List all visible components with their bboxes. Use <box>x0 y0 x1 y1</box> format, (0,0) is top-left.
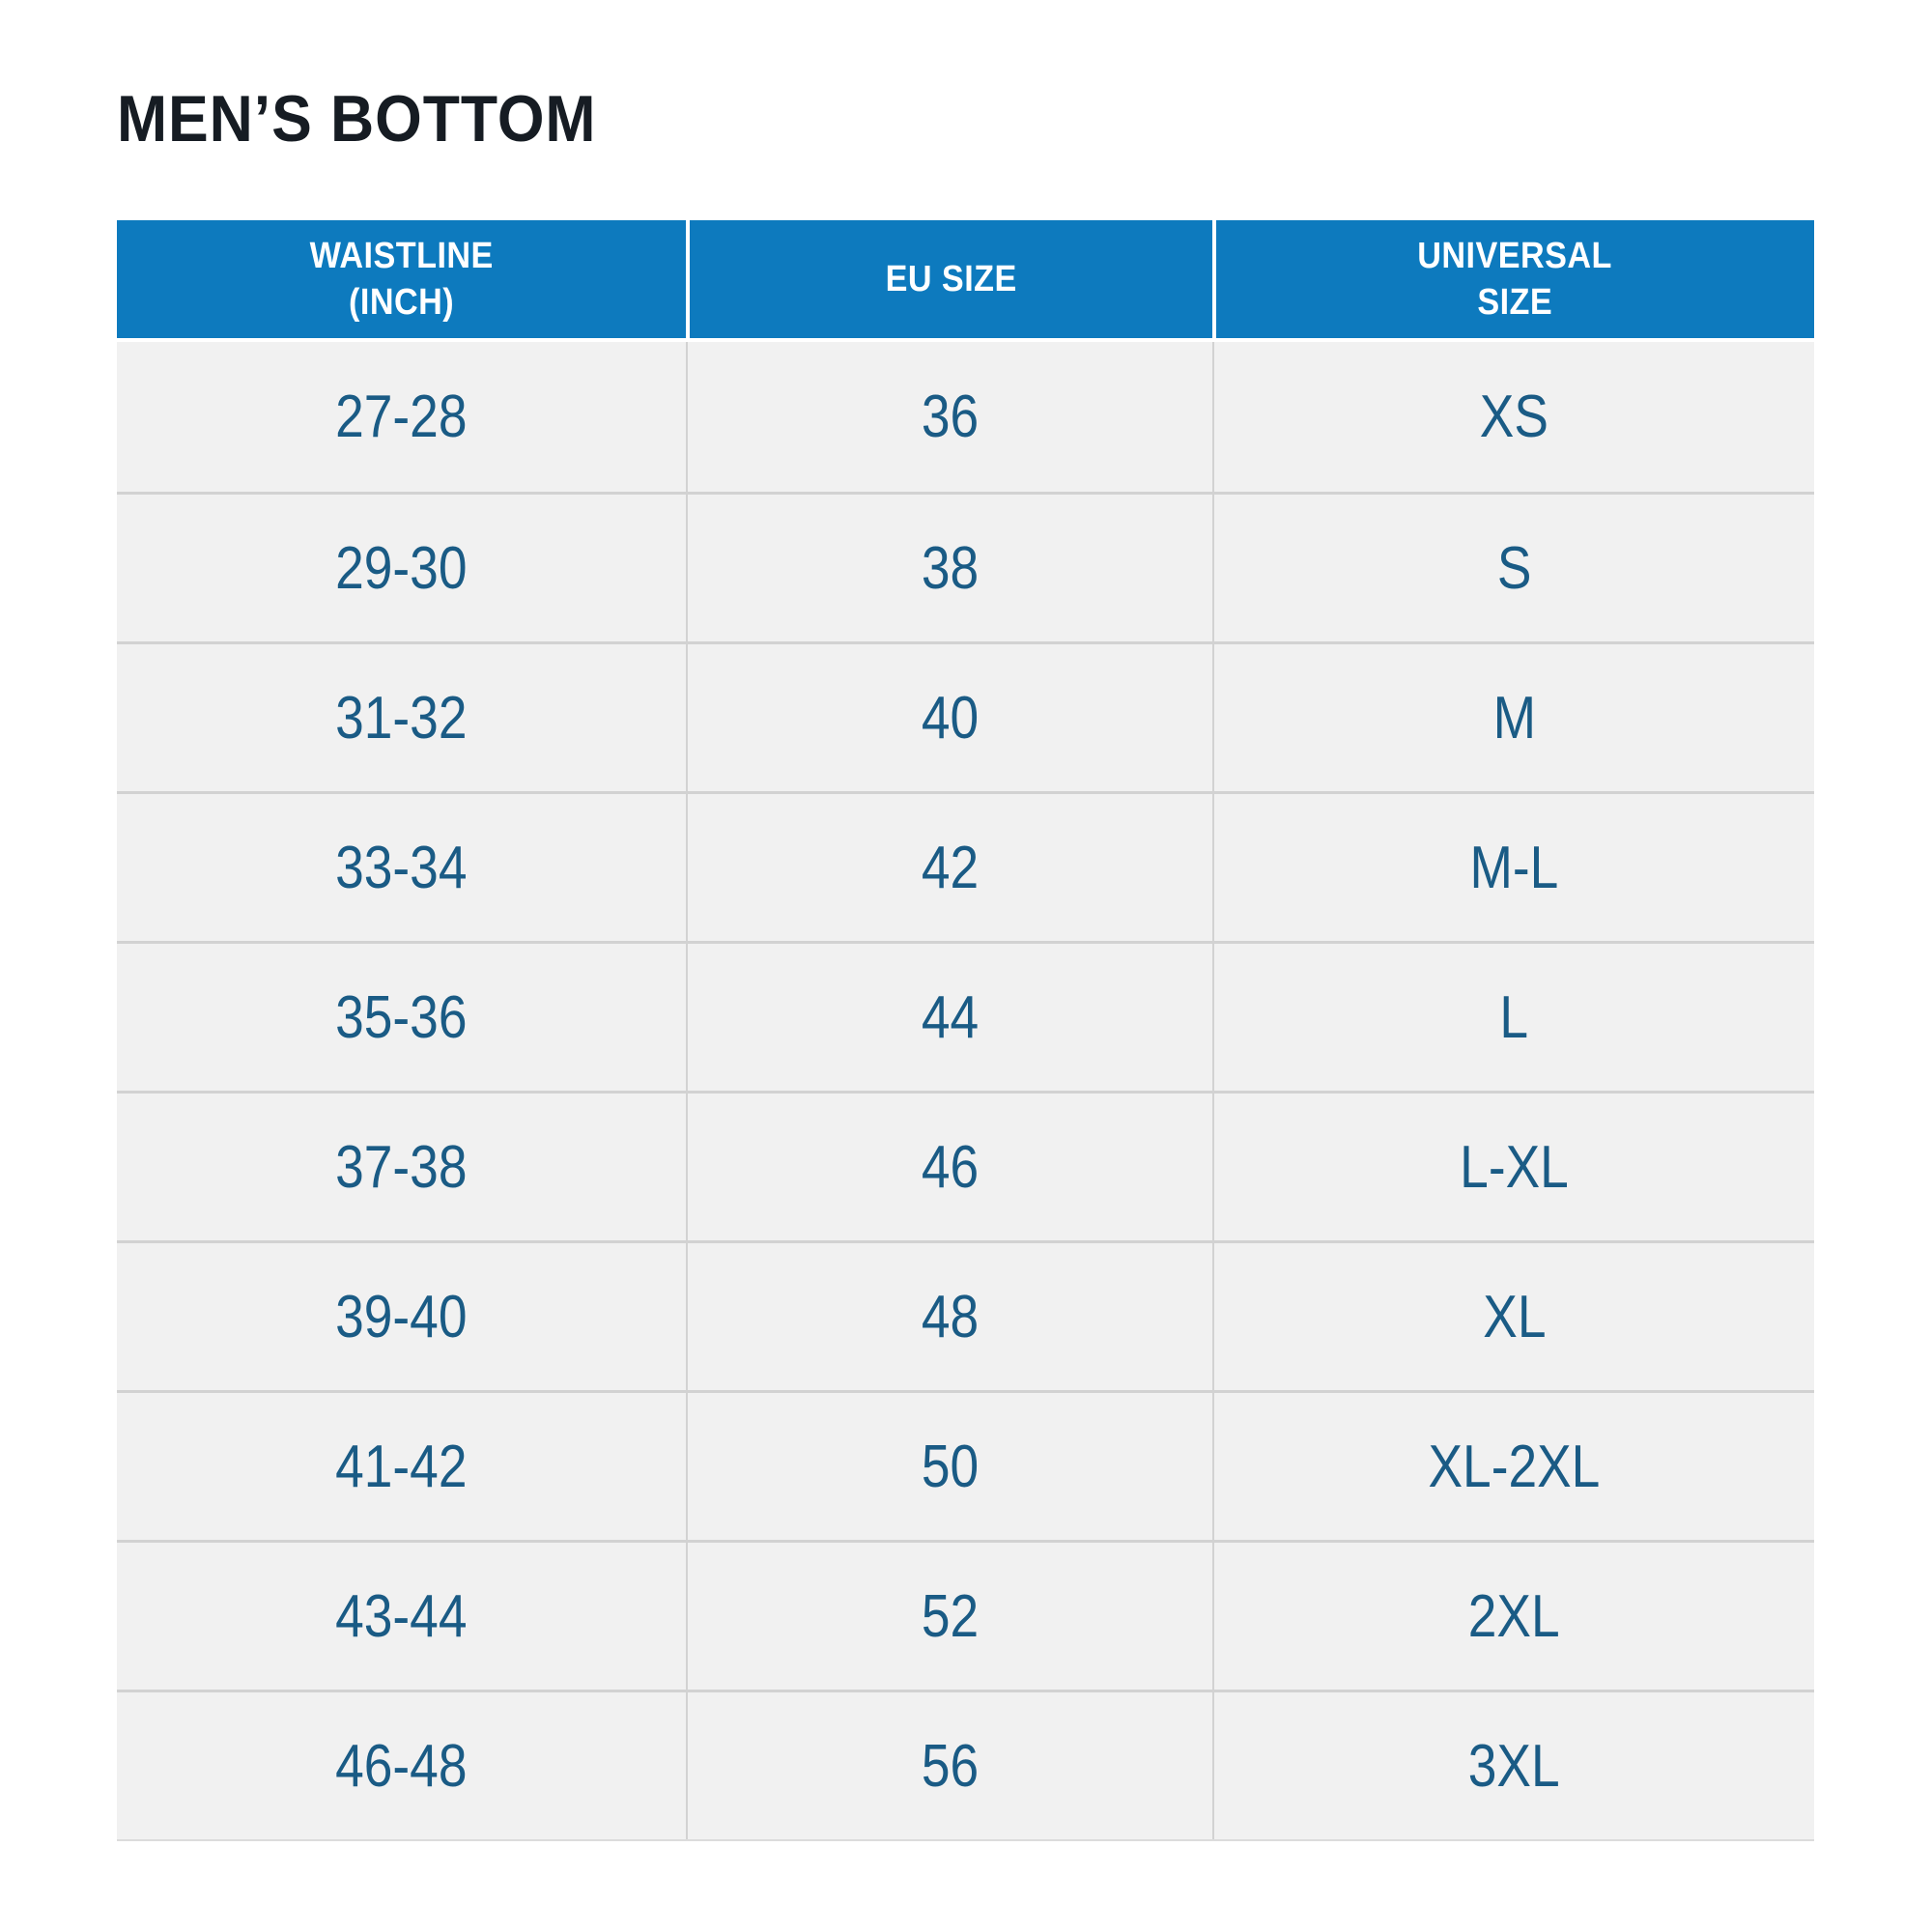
page-title: MEN’S BOTTOM <box>117 80 1932 157</box>
cell-eu-size: 38 <box>686 495 1212 641</box>
table-row: 39-40 48 XL <box>117 1240 1814 1390</box>
cell-universal-size: M-L <box>1212 794 1814 941</box>
table-row: 41-42 50 XL-2XL <box>117 1390 1814 1540</box>
cell-value: 40 <box>921 684 980 752</box>
cell-value: 46-48 <box>335 1732 468 1800</box>
cell-waistline: 27-28 <box>117 342 686 492</box>
cell-value: 42 <box>921 834 980 901</box>
cell-value: 46 <box>921 1133 980 1201</box>
table-row: 43-44 52 2XL <box>117 1540 1814 1690</box>
cell-eu-size: 50 <box>686 1393 1212 1540</box>
cell-value: M-L <box>1469 834 1559 901</box>
cell-universal-size: XL <box>1212 1243 1814 1390</box>
table-row: 37-38 46 L-XL <box>117 1091 1814 1240</box>
header-line: EU SIZE <box>885 259 1017 299</box>
cell-value: 35-36 <box>335 983 468 1051</box>
cell-value: M <box>1492 684 1536 752</box>
header-waistline: WAISTLINE (INCH) <box>117 220 686 338</box>
cell-universal-size: S <box>1212 495 1814 641</box>
cell-eu-size: 46 <box>686 1094 1212 1240</box>
cell-value: 36 <box>921 384 980 450</box>
header-line: UNIVERSAL <box>1417 236 1613 276</box>
cell-waistline: 35-36 <box>117 944 686 1091</box>
size-table: WAISTLINE (INCH) EU SIZE UNIVERSAL SIZE … <box>117 220 1814 1841</box>
cell-universal-size: XL-2XL <box>1212 1393 1814 1540</box>
cell-waistline: 41-42 <box>117 1393 686 1540</box>
cell-value: 3XL <box>1468 1732 1560 1800</box>
cell-value: 37-38 <box>335 1133 468 1201</box>
header-universal-size: UNIVERSAL SIZE <box>1212 220 1814 338</box>
cell-eu-size: 40 <box>686 644 1212 791</box>
cell-value: XL <box>1482 1283 1547 1350</box>
page-title-text: MEN’S BOTTOM <box>117 82 597 156</box>
cell-value: S <box>1496 534 1532 602</box>
cell-waistline: 33-34 <box>117 794 686 941</box>
cell-eu-size: 52 <box>686 1543 1212 1690</box>
cell-value: 39-40 <box>335 1283 468 1350</box>
cell-waistline: 37-38 <box>117 1094 686 1240</box>
header-eu-size: EU SIZE <box>686 220 1212 338</box>
cell-eu-size: 56 <box>686 1692 1212 1839</box>
cell-value: 27-28 <box>335 384 468 450</box>
table-body: 27-28 36 XS 29-30 38 S 31-32 40 M 33-34 … <box>117 342 1814 1841</box>
cell-value: 29-30 <box>335 534 468 602</box>
table-row: 35-36 44 L <box>117 941 1814 1091</box>
cell-value: 38 <box>921 534 980 602</box>
cell-eu-size: 42 <box>686 794 1212 941</box>
table-row: 46-48 56 3XL <box>117 1690 1814 1839</box>
cell-value: XL-2XL <box>1428 1433 1601 1500</box>
cell-value: 41-42 <box>335 1433 468 1500</box>
cell-value: 33-34 <box>335 834 468 901</box>
cell-waistline: 39-40 <box>117 1243 686 1390</box>
cell-value: L-XL <box>1460 1133 1569 1201</box>
cell-value: L <box>1499 983 1529 1051</box>
cell-value: 31-32 <box>335 684 468 752</box>
table-row: 29-30 38 S <box>117 492 1814 641</box>
cell-eu-size: 48 <box>686 1243 1212 1390</box>
cell-waistline: 31-32 <box>117 644 686 791</box>
cell-waistline: 29-30 <box>117 495 686 641</box>
cell-waistline: 43-44 <box>117 1543 686 1690</box>
cell-value: 50 <box>921 1433 980 1500</box>
table-row: 27-28 36 XS <box>117 342 1814 492</box>
cell-waistline: 46-48 <box>117 1692 686 1839</box>
header-line: (INCH) <box>348 282 455 323</box>
cell-value: 43-44 <box>335 1582 468 1650</box>
cell-universal-size: L-XL <box>1212 1094 1814 1240</box>
cell-universal-size: M <box>1212 644 1814 791</box>
cell-value: 48 <box>921 1283 980 1350</box>
header-line: SIZE <box>1477 282 1553 323</box>
cell-universal-size: L <box>1212 944 1814 1091</box>
header-line: WAISTLINE <box>309 236 494 276</box>
cell-eu-size: 44 <box>686 944 1212 1091</box>
cell-universal-size: 2XL <box>1212 1543 1814 1690</box>
table-row: 31-32 40 M <box>117 641 1814 791</box>
cell-value: 44 <box>921 983 980 1051</box>
cell-value: 2XL <box>1468 1582 1560 1650</box>
cell-universal-size: XS <box>1212 342 1814 492</box>
table-row: 33-34 42 M-L <box>117 791 1814 941</box>
cell-value: XS <box>1479 384 1549 450</box>
cell-value: 56 <box>921 1732 980 1800</box>
cell-eu-size: 36 <box>686 342 1212 492</box>
table-header-row: WAISTLINE (INCH) EU SIZE UNIVERSAL SIZE <box>117 220 1814 338</box>
cell-universal-size: 3XL <box>1212 1692 1814 1839</box>
cell-value: 52 <box>921 1582 980 1650</box>
